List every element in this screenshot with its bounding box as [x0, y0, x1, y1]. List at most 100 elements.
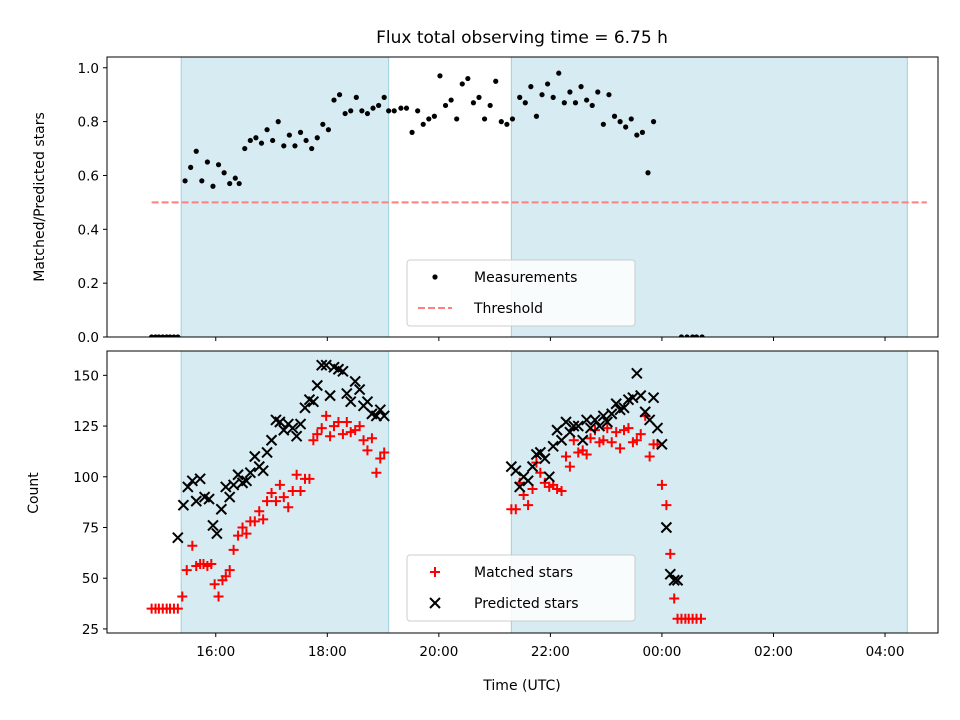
measurement-point [504, 121, 510, 127]
matched-stars-marker [295, 485, 306, 496]
predicted-stars-marker [265, 434, 278, 446]
matched-stars-marker [172, 603, 183, 614]
predicted-stars-marker [651, 422, 664, 434]
measurement-point [348, 108, 354, 114]
matched-stars-marker [523, 500, 534, 511]
matched-stars-marker [254, 506, 265, 517]
bottom-y-tick-label: 25 [82, 622, 99, 638]
matched-stars-marker [585, 433, 596, 444]
predicted-stars-marker [211, 527, 223, 540]
predicted-stars-marker [307, 396, 320, 408]
measurement-point [171, 334, 177, 337]
legend-matched-swatch [430, 567, 440, 577]
measurement-point [232, 175, 238, 181]
top-y-tick-label: 1.0 [78, 61, 99, 77]
matched-stars-marker [304, 473, 315, 484]
measurement-point [522, 100, 528, 106]
predicted-stars-marker [341, 387, 353, 400]
predicted-stars-marker [223, 491, 236, 503]
predicted-stars-marker [522, 475, 534, 487]
top-legend-box [406, 259, 636, 327]
predicted-stars-marker [172, 531, 184, 544]
predicted-stars-marker [261, 446, 273, 459]
matched-stars-marker [325, 431, 336, 442]
measurement-point [391, 108, 397, 114]
predicted-stars-marker [584, 422, 597, 434]
predicted-stars-marker [610, 398, 622, 410]
measurement-point [595, 89, 601, 95]
bottom-y-axis-label: Count [26, 472, 42, 514]
measurement-point [303, 137, 309, 144]
measurement-point [403, 105, 410, 111]
bottom-y-tick-label: 150 [73, 368, 99, 384]
measurement-point [584, 97, 590, 103]
matched-stars-marker [345, 427, 356, 438]
predicted-stars-marker [526, 460, 539, 473]
measurement-point [628, 116, 634, 122]
measurement-point [353, 94, 359, 100]
top-legend-label: Measurements [474, 270, 577, 286]
measurement-point [465, 75, 471, 82]
predicted-stars-marker [572, 420, 584, 432]
chart-title: Flux total observing time = 6.75 h [376, 28, 668, 48]
bottom-legend-label: Predicted stars [474, 596, 579, 612]
predicted-stars-marker [593, 420, 606, 432]
matched-stars-marker [564, 461, 575, 472]
measurement-point [448, 97, 454, 103]
predicted-stars-marker [249, 450, 261, 463]
measurement-point [215, 162, 222, 168]
measurement-point [242, 145, 248, 152]
matched-stars-marker [615, 443, 626, 454]
measurement-point [149, 334, 155, 337]
measurement-point [426, 116, 432, 122]
predicted-stars-marker [227, 479, 240, 491]
bottom-y-tick-label: 50 [82, 571, 99, 587]
predicted-stars-marker [639, 406, 651, 418]
predicted-stars-marker [577, 434, 589, 446]
predicted-stars-marker [337, 365, 349, 377]
top-legend-label: Threshold [473, 301, 543, 317]
measurement-point [193, 148, 199, 154]
matched-stars-marker [695, 613, 706, 624]
matched-stars-marker [602, 423, 613, 434]
measurement-point [398, 105, 404, 111]
matched-stars-marker [187, 540, 198, 551]
predicted-stars-marker [597, 410, 610, 422]
matched-stars-marker [552, 483, 563, 494]
measurement-point [690, 334, 696, 337]
measurement-point [359, 108, 365, 114]
predicted-stars-marker [324, 389, 336, 402]
predicted-stars-marker [232, 469, 244, 481]
measurement-point [415, 108, 421, 114]
matched-stars-marker [213, 591, 224, 602]
measurement-point [156, 334, 162, 337]
x-tick-label: 00:00 [642, 644, 681, 660]
matched-stars-marker [177, 591, 188, 602]
predicted-stars-marker [543, 471, 555, 483]
predicted-stars-marker [240, 475, 253, 487]
matched-stars-marker [321, 410, 332, 421]
top-y-axis-label: Matched/Predicted stars [32, 112, 48, 282]
measurement-point [498, 119, 504, 125]
predicted-stars-marker [345, 396, 357, 408]
matched-stars-marker [278, 492, 289, 503]
measurement-point [572, 100, 579, 106]
matched-stars-marker [358, 435, 369, 446]
measurement-point [567, 89, 573, 95]
predicted-stars-marker [539, 452, 551, 465]
measurement-point [556, 70, 562, 76]
measurement-point [275, 119, 281, 125]
measurement-point [370, 105, 376, 111]
measurement-point [270, 137, 276, 144]
matched-stars-marker [635, 429, 646, 440]
x-tick-label: 20:00 [419, 644, 458, 660]
top-series-measurements [149, 70, 705, 337]
matched-stars-marker [598, 435, 609, 446]
measurement-point [600, 121, 606, 127]
matched-stars-marker [341, 417, 352, 428]
predicted-stars-marker [182, 481, 194, 493]
measurement-point [645, 170, 651, 176]
predicted-stars-marker [374, 404, 386, 416]
measurement-point [386, 108, 392, 114]
